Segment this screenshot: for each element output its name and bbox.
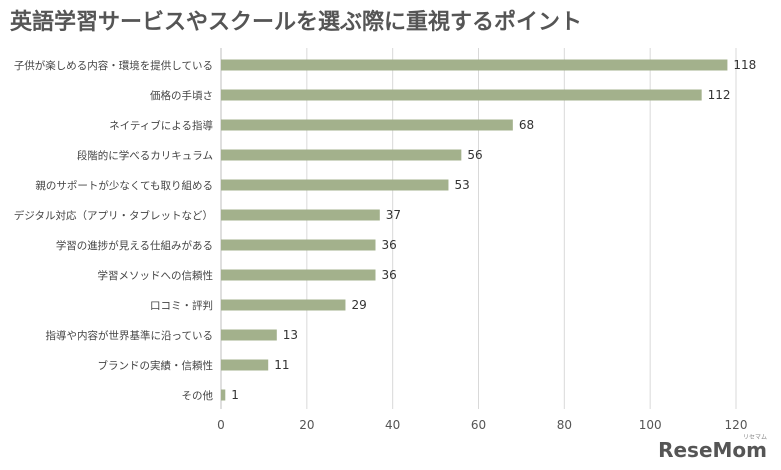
bar xyxy=(221,239,376,251)
brand-ruby: リセマム xyxy=(742,434,767,441)
bar xyxy=(221,359,269,371)
category-label: 親のサポートが少なくても取り組める xyxy=(35,179,213,192)
bar xyxy=(221,329,277,341)
x-tick-label: 60 xyxy=(471,418,486,432)
resemom-logo: ReseMom リセマム xyxy=(658,434,767,462)
category-label: 学習の進捗が見える仕組みがある xyxy=(56,239,213,252)
bar xyxy=(221,389,226,401)
data-label: 36 xyxy=(382,268,397,282)
bar xyxy=(221,89,702,101)
category-label: ブランドの実績・信頼性 xyxy=(98,359,214,372)
data-label: 118 xyxy=(733,58,756,72)
category-label: デジタル対応（アプリ・タブレットなど） xyxy=(14,209,213,222)
bar xyxy=(221,299,346,311)
chart-title: 英語学習サービスやスクールを選ぶ際に重視するポイント xyxy=(10,10,583,35)
data-label: 37 xyxy=(386,208,401,222)
category-label: ネイティブによる指導 xyxy=(109,119,213,132)
category-label: 学習メソッドへの信頼性 xyxy=(98,269,214,282)
bar xyxy=(221,149,462,161)
data-label: 13 xyxy=(283,328,298,342)
data-label: 56 xyxy=(467,148,482,162)
data-label: 36 xyxy=(382,238,397,252)
data-label: 68 xyxy=(519,118,534,132)
category-label: 子供が楽しめる内容・環境を提供している xyxy=(14,59,213,72)
x-tick-label: 40 xyxy=(385,418,400,432)
category-label: 段階的に学べるカリキュラム xyxy=(77,149,213,162)
x-tick-label: 120 xyxy=(725,418,748,432)
x-tick-label: 0 xyxy=(217,418,225,432)
category-label: その他 xyxy=(182,389,214,402)
data-label: 53 xyxy=(454,178,469,192)
data-label: 1 xyxy=(231,388,239,402)
data-label: 112 xyxy=(708,88,731,102)
data-label: 11 xyxy=(274,358,289,372)
x-tick-label: 100 xyxy=(639,418,662,432)
bar xyxy=(221,209,380,221)
category-label: 指導や内容が世界基準に沿っている xyxy=(46,329,213,342)
category-label: 価格の手頃さ xyxy=(150,89,213,102)
bar xyxy=(221,119,513,131)
category-label: 口コミ・評判 xyxy=(150,299,213,312)
data-label: 29 xyxy=(351,298,366,312)
x-tick-label: 80 xyxy=(557,418,572,432)
bar xyxy=(221,269,376,281)
bar xyxy=(221,179,449,191)
brand-name: ReseMom xyxy=(658,438,767,462)
bar xyxy=(221,59,728,71)
x-tick-label: 20 xyxy=(299,418,314,432)
